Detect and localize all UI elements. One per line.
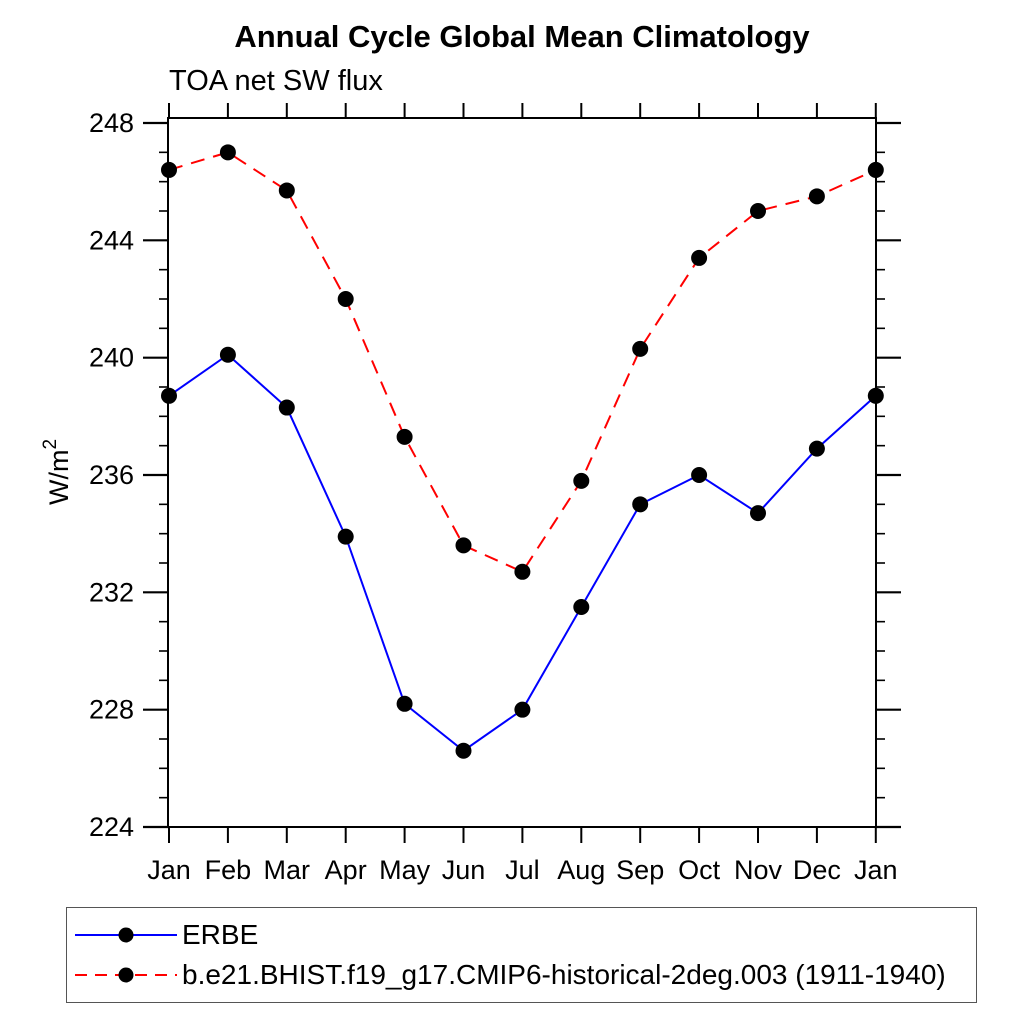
data-point-marker [396, 428, 413, 445]
data-point-marker [867, 387, 884, 404]
series-1 [161, 144, 884, 580]
chart-subtitle: TOA net SW flux [169, 65, 383, 97]
legend: ERBE b.e21.BHIST.f19_g17.CMIP6-historica… [66, 907, 977, 1003]
data-point-marker [219, 346, 236, 363]
series-line [168, 151, 877, 574]
y-tick-label: 244 [89, 225, 134, 255]
data-point-marker [573, 599, 590, 615]
x-tick-label: Sep [616, 855, 664, 885]
legend-sample-marker-icon [118, 967, 134, 983]
y-tick-label: 232 [89, 577, 134, 607]
x-tick-label: Apr [325, 855, 367, 885]
data-point-marker [455, 537, 472, 554]
y-tick-label: 224 [89, 812, 134, 842]
y-tick-label: 240 [89, 343, 134, 373]
data-point-marker [808, 440, 825, 457]
data-point-marker [632, 340, 649, 357]
y-axis-labels: 224 228 232 236 240 244 248 [89, 108, 134, 842]
data-point-marker [750, 203, 766, 219]
plot-frame [167, 117, 877, 828]
x-tick-label: Feb [205, 855, 252, 885]
data-point-marker [514, 563, 531, 580]
x-tick-label: Oct [678, 855, 721, 885]
x-tick-label: Jul [505, 855, 540, 885]
data-point-marker [161, 161, 177, 178]
x-tick-label: Aug [557, 855, 605, 885]
data-point-marker [337, 528, 354, 545]
series-line [168, 353, 877, 752]
legend-item-erbe: ERBE [73, 915, 976, 955]
x-tick-label: Dec [793, 855, 841, 885]
series-0 [161, 346, 884, 759]
data-point-marker [691, 467, 708, 483]
x-tick-label: May [379, 855, 431, 885]
data-point-marker [632, 496, 649, 513]
data-point-marker [219, 144, 236, 161]
data-point-marker [514, 701, 531, 718]
legend-label-erbe: ERBE [182, 919, 259, 950]
data-point-marker [573, 472, 590, 489]
x-axis-labels: Jan Feb Mar Apr May Jun Jul Aug Sep Oct Nov Dec Jan [147, 855, 897, 885]
legend-sample-marker-icon [118, 927, 134, 943]
data-point-marker [337, 291, 354, 307]
y-tick-label: 236 [89, 460, 134, 490]
x-axis-ticks [168, 103, 877, 843]
x-tick-label: Mar [264, 855, 311, 885]
data-point-marker [691, 249, 708, 266]
data-point-marker [750, 505, 766, 522]
data-point-marker [455, 742, 472, 759]
chart-title: Annual Cycle Global Mean Climatology [234, 19, 810, 54]
data-point-marker [867, 161, 884, 178]
x-tick-label: Nov [734, 855, 783, 885]
data-point-marker [278, 182, 295, 199]
legend-item-model: b.e21.BHIST.f19_g17.CMIP6-historical-2de… [73, 955, 976, 995]
legend-line-sample-dashed [75, 967, 177, 983]
data-point-marker [161, 387, 177, 404]
data-point-marker [278, 399, 295, 416]
legend-label-model: b.e21.BHIST.f19_g17.CMIP6-historical-2de… [182, 959, 946, 990]
y-tick-label: 228 [89, 695, 134, 725]
legend-line-sample-solid [75, 927, 177, 943]
x-tick-label: Jan [854, 855, 898, 885]
y-tick-label: 248 [89, 108, 134, 138]
data-point-marker [808, 188, 825, 205]
x-tick-label: Jan [147, 855, 191, 885]
y-axis-label: W/m2 [40, 439, 74, 505]
x-tick-label: Jun [442, 855, 486, 885]
y-axis-ticks [143, 121, 901, 829]
data-point-marker [396, 695, 413, 712]
